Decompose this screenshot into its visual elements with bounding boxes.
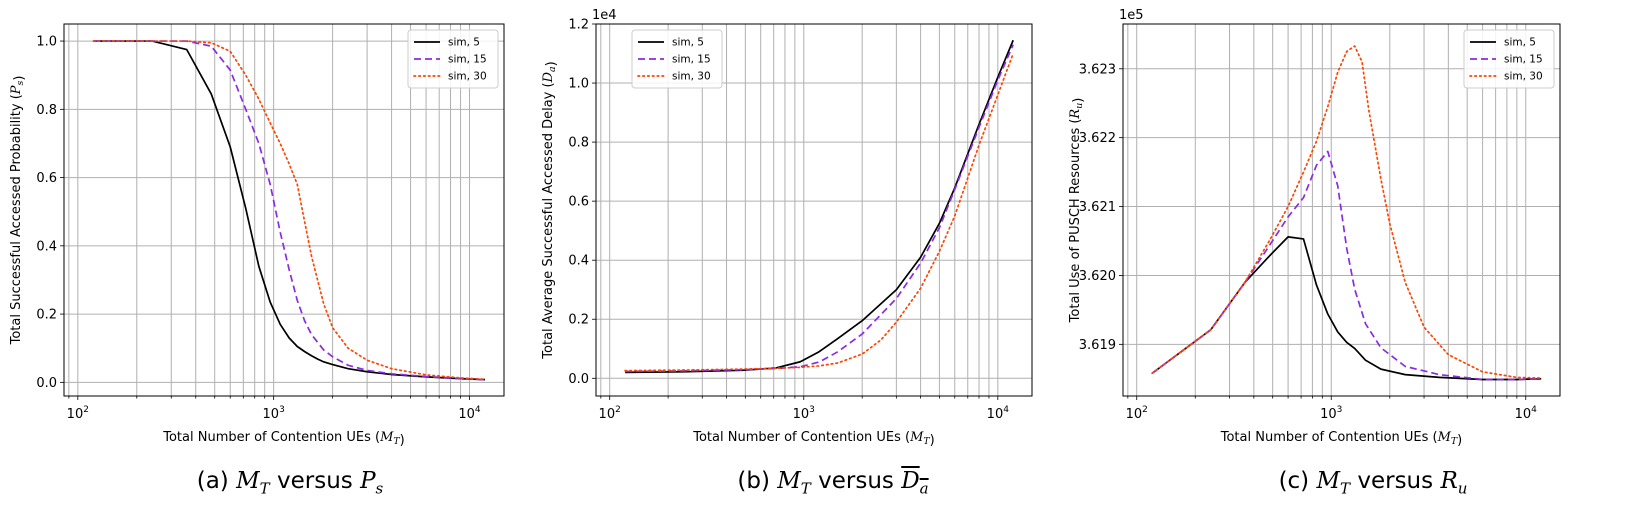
legend: sim, 5 sim, 15 sim, 30: [407, 29, 499, 89]
x-tick-label: 103: [263, 405, 285, 422]
chart-panel-2: 3.619 3.620 3.621 3.622 3.623 102 103 104 1e5 Tot…: [1068, 8, 1561, 448]
x-tick-label: 104: [1515, 405, 1538, 422]
series-group: [1151, 45, 1542, 381]
caption-b: (b) MT versus Da: [737, 468, 928, 498]
y-tick-label: 3.621: [1079, 200, 1116, 215]
caption-versus: versus: [810, 468, 902, 494]
x-tick-label: 102: [1126, 405, 1148, 422]
legend-label: sim, 5: [672, 37, 704, 49]
legend-label: sim, 30: [672, 71, 711, 83]
series-line-dotted: [92, 40, 486, 381]
caption-a: (a) MT versus Ps: [197, 468, 384, 498]
y-tick-label: 3.622: [1079, 131, 1116, 146]
caption-subscript: T: [800, 479, 811, 498]
y-tick-label: 0.6: [36, 171, 57, 186]
caption-subscript: a: [919, 479, 929, 498]
y-tick-label: 1.0: [36, 35, 57, 50]
x-axis-label: Total Number of Contention UEs (MT): [1220, 430, 1462, 448]
series-line-solid: [1151, 236, 1542, 381]
caption-subscript: u: [1457, 479, 1468, 498]
caption-overline-group: Da: [901, 468, 928, 498]
caption-versus: versus: [269, 468, 361, 494]
series-line-solid: [625, 39, 1014, 374]
y-axis-label: Total Successful Accessed Probability (P…: [9, 76, 27, 346]
legend: sim, 5 sim, 15 sim, 30: [631, 29, 723, 89]
x-tick-label: 102: [599, 405, 621, 422]
series-line-dotted: [1151, 45, 1542, 379]
caption-symbol: R: [1440, 468, 1458, 494]
caption-versus: versus: [1350, 468, 1441, 494]
caption-symbol: D: [901, 468, 920, 494]
series-line-dashed: [93, 40, 486, 381]
legend-box: [631, 29, 723, 89]
series-line-dashed: [1151, 150, 1542, 381]
x-tick-label: 104: [458, 405, 481, 422]
y-tick-label: 0.8: [568, 136, 589, 151]
y-offset-label: 1e5: [1119, 8, 1144, 23]
plot-frame: [63, 23, 505, 397]
x-tick-label: 103: [793, 405, 815, 422]
caption-prefix: (a): [196, 468, 237, 494]
legend-label: sim, 30: [448, 71, 487, 83]
x-tick-label: 104: [987, 405, 1010, 422]
legend-label: sim, 15: [1504, 54, 1543, 66]
legend: sim, 5 sim, 15 sim, 30: [1463, 29, 1555, 89]
y-offset-label: 1e4: [592, 8, 617, 23]
caption-symbol: M: [236, 468, 260, 494]
caption-subscript: s: [375, 479, 384, 498]
y-tick-label: 1.0: [568, 77, 589, 92]
plot-frame: [595, 23, 1033, 397]
y-tick-label: 3.623: [1079, 62, 1116, 77]
x-tick-label: 103: [1320, 405, 1342, 422]
y-axis-label: Total Average Successful Accessed Delay …: [541, 61, 559, 359]
y-tick-label: 0.0: [568, 372, 589, 387]
y-tick-label: 0.2: [568, 313, 589, 328]
y-tick-label: 0.0: [36, 376, 57, 391]
chart-panel-0: 0.0 0.2 0.4 0.6 0.8 1.0 102 103 104 Total Number …: [9, 23, 505, 448]
caption-symbol: P: [360, 468, 376, 494]
series-group: [92, 40, 486, 381]
x-axis-label: Total Number of Contention UEs (MT): [162, 430, 404, 448]
legend-box: [407, 29, 499, 89]
caption-symbol: M: [1316, 468, 1341, 494]
y-tick-label: 1.2: [568, 18, 589, 33]
grid: [64, 24, 504, 396]
legend-label: sim, 5: [448, 37, 480, 49]
y-tick-label: 0.4: [568, 254, 589, 269]
series-line-dotted: [624, 52, 1015, 372]
y-tick-label: 3.619: [1079, 338, 1116, 353]
legend-label: sim, 15: [672, 54, 711, 66]
legend-box: [1463, 29, 1555, 89]
y-tick-label: 0.2: [36, 308, 57, 323]
y-axis-label: Total Use of PUSCH Resources (Ru): [1068, 98, 1086, 324]
y-tick-label: 0.6: [568, 195, 589, 210]
caption-prefix: (b): [737, 468, 778, 494]
x-axis-label: Total Number of Contention UEs (MT): [692, 430, 934, 448]
y-tick-label: 0.4: [36, 239, 57, 254]
legend-label: sim, 5: [1504, 37, 1536, 49]
y-tick-label: 3.620: [1079, 269, 1116, 284]
plot-frame: [1122, 23, 1561, 397]
series-line-dashed: [625, 44, 1014, 373]
chart-panel-1: 0.0 0.2 0.4 0.6 0.8 1.0 1.2 102 103 104 1e4 Total N…: [541, 8, 1033, 448]
legend-label: sim, 30: [1504, 71, 1543, 83]
caption-c: (c) MT versus Ru: [1279, 468, 1468, 498]
series-line-solid: [93, 40, 486, 381]
caption-subscript: T: [259, 479, 270, 498]
legend-label: sim, 15: [448, 54, 487, 66]
caption-symbol: M: [777, 468, 801, 494]
caption-prefix: (c): [1278, 468, 1317, 494]
y-tick-label: 0.8: [36, 103, 57, 118]
x-tick-label: 102: [67, 405, 89, 422]
series-group: [624, 39, 1015, 374]
caption-subscript: T: [1340, 479, 1351, 498]
